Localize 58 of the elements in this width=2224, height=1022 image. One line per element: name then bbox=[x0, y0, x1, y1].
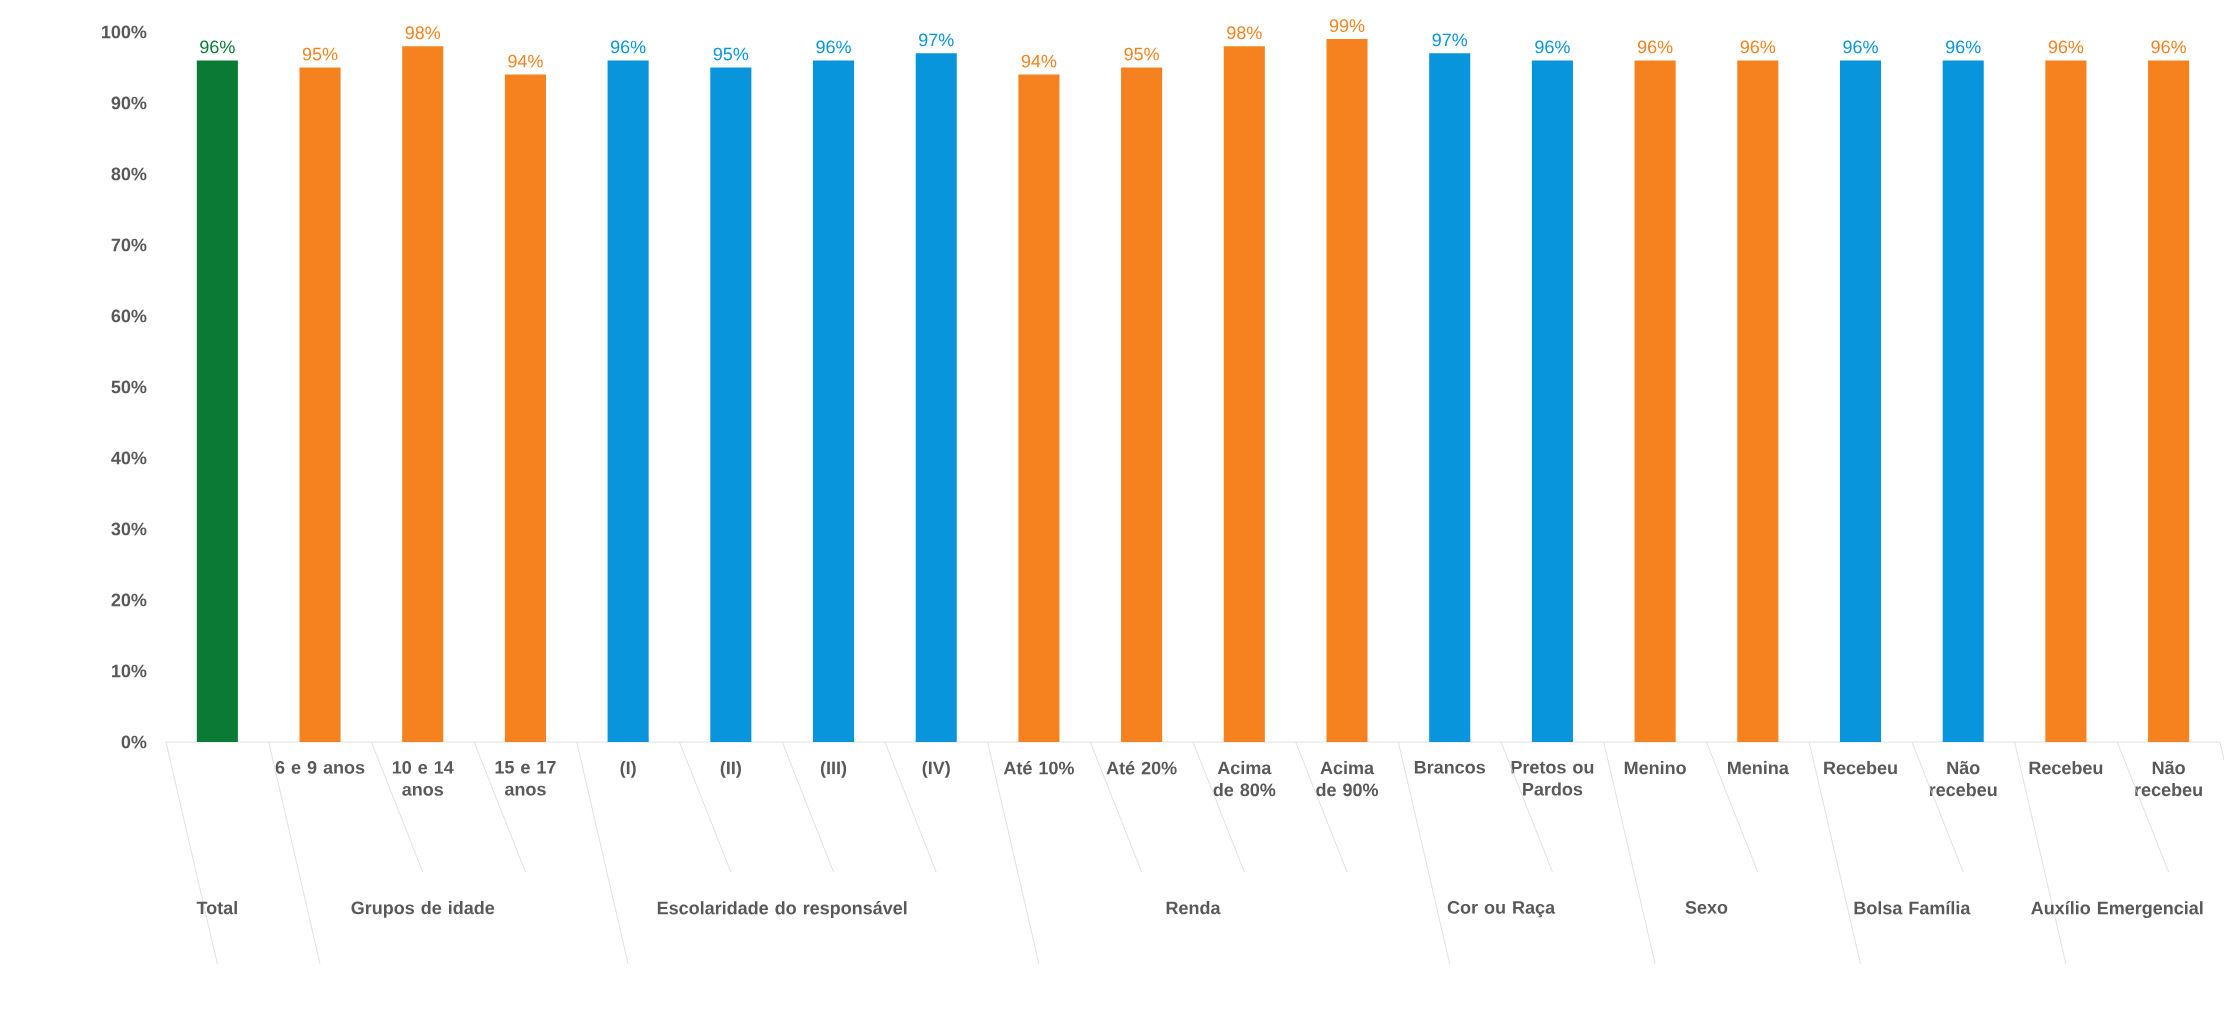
data-label: 96% bbox=[200, 40, 235, 54]
x-tick-label: Brancos bbox=[1414, 761, 1485, 774]
y-tick-label: 90% bbox=[111, 96, 147, 110]
data-label: 99% bbox=[1329, 19, 1365, 33]
y-tick-label: 40% bbox=[111, 451, 147, 465]
data-label: 95% bbox=[713, 47, 749, 61]
x-tick-label: Acima de 90% bbox=[1316, 761, 1379, 797]
text: Bolsa Família bbox=[1854, 901, 1971, 915]
data-label: 94% bbox=[508, 54, 543, 68]
data-label: 96% bbox=[610, 40, 646, 54]
x-tick-label: Não recebeu bbox=[1929, 761, 1997, 797]
y-tick-label: 0% bbox=[121, 735, 147, 749]
y-tick-label: 70% bbox=[111, 238, 147, 252]
text: Escolaridade do responsável bbox=[657, 901, 907, 918]
text: Renda bbox=[1166, 901, 1221, 915]
text: Cor ou Raça bbox=[1447, 901, 1556, 918]
x-tick-label: Acima de 80% bbox=[1213, 761, 1276, 797]
y-tick-label: 20% bbox=[111, 593, 147, 607]
x-tick-label: Pretos ou Pardos bbox=[1511, 761, 1594, 796]
y-tick-label: 100% bbox=[102, 25, 147, 39]
y-tick-label: 30% bbox=[111, 522, 147, 536]
data-label: 96% bbox=[2151, 40, 2186, 54]
data-label: 98% bbox=[405, 26, 441, 40]
x-tick-label: 6 e 9 anos bbox=[275, 761, 365, 774]
y-tick-label: 80% bbox=[111, 167, 147, 181]
x-tick-label: (II) bbox=[720, 761, 741, 778]
x-tick-label: Não recebeu bbox=[2135, 761, 2202, 797]
data-label: 96% bbox=[1843, 40, 1878, 54]
text: Sexo bbox=[1685, 901, 1728, 914]
x-tick-label: 10 e 14 anos bbox=[392, 761, 454, 796]
x-tick-label: Recebeu bbox=[2029, 761, 2103, 775]
data-label: 94% bbox=[1021, 54, 1057, 68]
text: Auxílio Emergencial bbox=[2031, 901, 2203, 919]
x-tick-label: Recebeu bbox=[1824, 761, 1897, 775]
text: Grupos de idade bbox=[351, 901, 495, 918]
text: Total bbox=[196, 901, 237, 915]
x-tick-label: 15 e 17 anos bbox=[495, 761, 556, 796]
x-tick-label: Menina bbox=[1728, 761, 1789, 775]
x-tick-label: Menino bbox=[1624, 761, 1686, 775]
data-label: 96% bbox=[816, 40, 851, 54]
y-tick-label: 50% bbox=[111, 380, 147, 394]
x-tick-label: (IV) bbox=[922, 761, 950, 778]
data-label: 98% bbox=[1227, 26, 1262, 40]
data-label: 96% bbox=[2048, 40, 2084, 54]
data-label: 96% bbox=[1946, 40, 1981, 54]
data-label: 96% bbox=[1535, 40, 1570, 54]
data-label: 96% bbox=[1637, 40, 1673, 54]
data-label: 96% bbox=[1740, 40, 1776, 54]
data-label: 95% bbox=[302, 47, 338, 61]
data-label: 95% bbox=[1124, 47, 1159, 61]
x-tick-label: Até 10% bbox=[1003, 761, 1074, 775]
data-label: 97% bbox=[919, 33, 954, 47]
x-tick-label: (III) bbox=[820, 761, 847, 778]
data-label: 97% bbox=[1432, 33, 1468, 47]
x-tick-label: (I) bbox=[620, 761, 636, 778]
y-tick-label: 60% bbox=[111, 309, 147, 323]
x-tick-label: Até 20% bbox=[1106, 761, 1177, 775]
y-tick-label: 10% bbox=[112, 664, 147, 678]
